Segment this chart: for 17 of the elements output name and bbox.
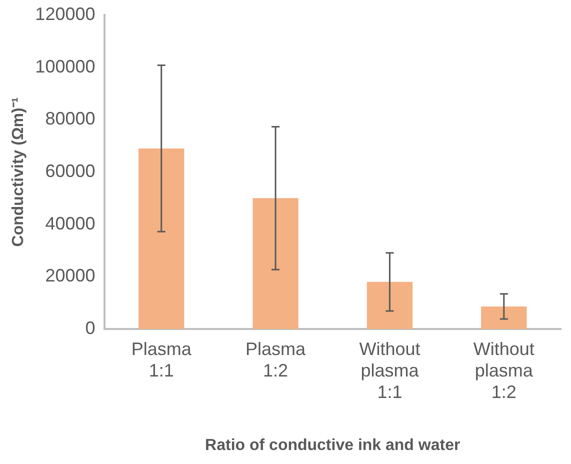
y-tick-label: 20000	[45, 266, 96, 286]
bar	[366, 282, 413, 329]
y-tick-label: 60000	[45, 160, 96, 181]
bar	[252, 198, 298, 329]
x-axis-title: Ratio of conductive ink and water	[205, 436, 460, 454]
x-tick-label: Plasma 1:1	[131, 338, 192, 380]
y-tick-label: 0	[85, 318, 96, 338]
bar	[481, 306, 527, 329]
y-axis-title: Conductivity (Ωm)⁻¹	[10, 97, 28, 247]
y-tick-label: 40000	[45, 213, 96, 234]
y-tick-label: 120000	[35, 4, 96, 24]
x-tick-label: Plasma 1:2	[246, 338, 307, 380]
bar	[138, 148, 184, 329]
x-tick-label: Without plasma 1:2	[473, 338, 534, 402]
y-tick-label: 100000	[35, 56, 96, 76]
y-tick-label: 80000	[45, 108, 96, 129]
x-tick-label: Without plasma 1:1	[359, 338, 420, 402]
